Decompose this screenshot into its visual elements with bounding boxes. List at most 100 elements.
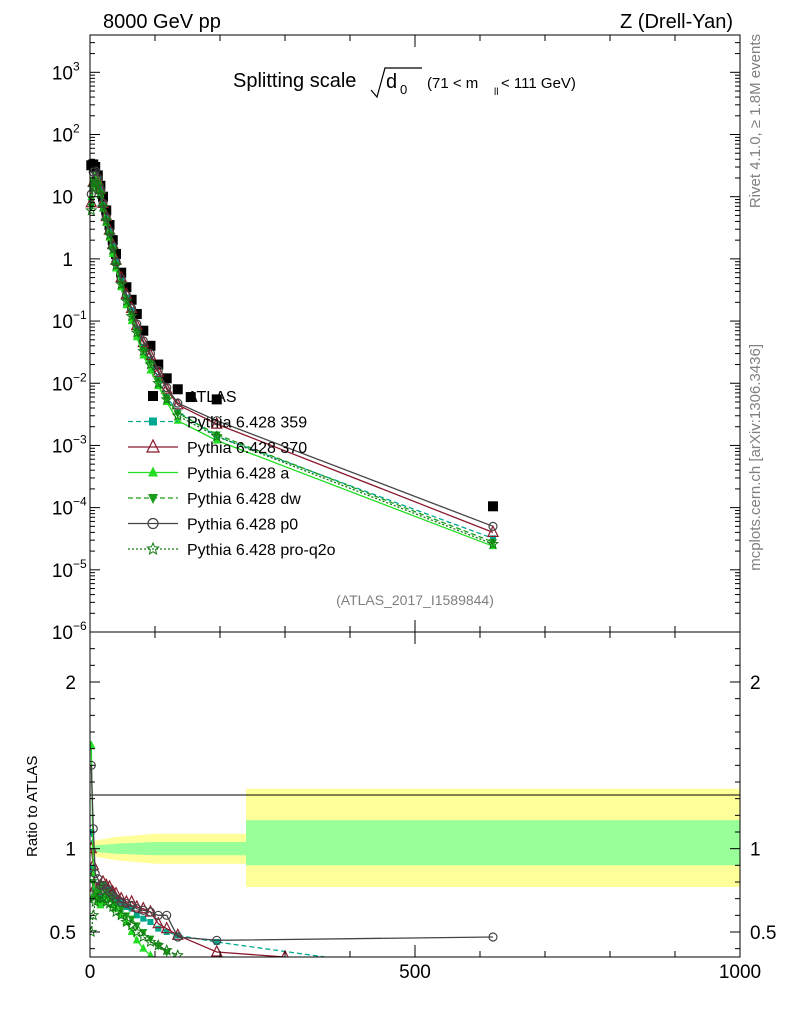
point-atlas [161,373,172,384]
ratio-point-pythia-6-428-p0 [90,869,100,879]
ratio-point-pythia-6-428-p0 [98,880,108,890]
ratio-point-pythia-6-428-a [147,950,154,957]
ratio-point-pythia-6-428-359 [106,885,113,892]
title-var-sub: 0 [400,82,407,97]
legend-item-pythia-6-428-370: Pythia 6.428 370 [128,438,307,457]
ratio-point-pythia-6-428-pro-q2o [130,925,143,938]
point-atlas [145,340,156,351]
point-pythia-6-428-dw [146,360,155,369]
point-pythia-6-428-p0 [488,521,498,531]
point-pythia-6-428-370 [152,364,165,377]
ratio-point-pythia-6-428-359 [155,925,162,932]
y-tick-label-base: 10 [52,63,73,84]
ratio-point-pythia-6-428-p0 [90,760,96,770]
y-tick-label-exp: −1 [73,308,87,322]
ratio-y-tick-label: 1 [65,840,76,861]
point-pythia-6-428-370 [210,416,223,429]
title-main: Splitting scale [233,70,356,92]
y-tick-label: 10 3 [52,59,80,84]
ratio-point-pythia-6-428-370 [281,949,289,957]
y-tick-label: 10 [52,188,73,209]
y-tick-label: 10 −5 [52,557,87,582]
legend-label: Pythia 6.428 p0 [187,517,298,534]
y-tick-label-base: 10 [52,623,73,644]
ratio-point-pythia-6-428-pro-q2o [160,943,173,956]
ratio-point-pythia-6-428-p0 [162,910,172,920]
point-pythia-6-428-p0 [104,226,115,236]
ratio-point-pythia-6-428-p0 [145,907,156,917]
point-pythia-6-428-pro-q2o [152,377,165,389]
ratio-point-pythia-6-428-p0 [121,899,132,909]
analysis-watermark: (ATLAS_2017_I1589844) [336,592,494,608]
ratio-point-pythia-6-428-370 [152,916,165,929]
point-pythia-6-428-a [146,365,155,374]
y-tick-label-base: 10 [52,374,73,395]
ratio-point-pythia-6-428-p0 [116,897,126,907]
point-pythia-6-428-pro-q2o [106,243,119,255]
point-pythia-6-428-p0 [88,167,98,177]
ratio-point-pythia-6-428-370 [160,921,173,934]
ratio-x-tick-label: 0 [85,962,96,983]
sqrt-sign [370,67,422,99]
point-pythia-6-428-a [212,435,221,444]
ratio-point-pythia-6-428-p0 [488,932,498,942]
ratio-point-pythia-6-428-p0 [90,824,98,834]
point-pythia-6-428-p0 [111,257,121,267]
y-tick-label-exp: 2 [73,122,80,136]
ratio-point-pythia-6-428-a [127,927,136,935]
ratio-point-pythia-6-428-359 [123,904,130,910]
ratio-point-pythia-6-428-359 [163,929,170,935]
point-atlas [488,501,498,512]
y-tick-label-exp: −2 [73,370,87,384]
y-tick-label-exp: −4 [73,495,87,509]
ratio-plot-panel: 0.5 0.5 1 1 2 2 0 500 1000 Ratio to ATLAS [24,631,776,983]
ratio-series-pythia-6-428-pro-q2o [90,888,184,957]
point-pythia-6-428-pro-q2o [130,326,143,338]
ratio-y-tick-label-right: 2 [750,673,761,694]
y-tick-label-exp: −6 [73,619,87,633]
point-pythia-6-428-p0 [145,348,156,359]
y-tick-label: 10 −6 [52,619,87,644]
ratio-point-pythia-6-428-pro-q2o [171,949,184,957]
legend-marker [148,466,158,477]
point-pythia-6-428-pro-q2o [120,294,133,307]
point-pythia-6-428-p0 [98,198,108,208]
y-tick-label: 10 −3 [52,432,87,457]
legend-item-pythia-6-428-dw: Pythia 6.428 dw [128,491,301,508]
y-tick-label-base: 10 [52,436,73,457]
point-pythia-6-428-pro-q2o [160,393,173,405]
point-pythia-6-428-p0 [212,416,222,426]
ratio-point-pythia-6-428-dw [154,942,163,951]
ratio-point-pythia-6-428-pro-q2o [115,908,128,921]
point-pythia-6-428-pro-q2o [103,228,116,241]
ratio-point-pythia-6-428-p0 [101,884,111,894]
point-pythia-6-428-pro-q2o [144,358,157,370]
point-pythia-6-428-pro-q2o [94,187,107,200]
ratio-point-pythia-6-428-pro-q2o [144,935,157,948]
y-tick-label-exp: 3 [73,59,80,73]
legend-label: Pythia 6.428 359 [187,415,307,432]
main-axis-ticks [89,35,741,633]
ratio-point-pythia-6-428-dw [146,935,155,944]
series-pythia-6-428-370 [85,170,499,537]
y-tick-label: 1 [62,250,73,271]
ratio-point-pythia-6-428-p0 [132,904,142,914]
ratio-point-pythia-6-428-dw [90,879,98,887]
y-tick-label-base: 10 [52,312,73,333]
y-tick-label-base: 10 [52,499,73,520]
ratio-point-pythia-6-428-pro-q2o [109,905,123,918]
title-var: d [386,71,397,93]
legend-marker [146,541,160,555]
ratio-point-pythia-6-428-pro-q2o [120,915,133,928]
point-pythia-6-428-pro-q2o [137,344,150,357]
legend-marker [147,517,159,530]
legend-marker [146,438,160,453]
point-pythia-6-428-dw [87,203,96,212]
legend-marker [148,494,158,504]
plot-title: Splitting scale d 0 (71 < m ll < 111 GeV… [233,67,576,99]
ratio-point-pythia-6-428-a [139,943,148,952]
main-series-group [85,159,500,550]
y-tick-label-base: 1 [62,250,73,271]
point-pythia-6-428-p0 [153,365,163,376]
ratio-point-pythia-6-428-p0 [108,890,118,900]
